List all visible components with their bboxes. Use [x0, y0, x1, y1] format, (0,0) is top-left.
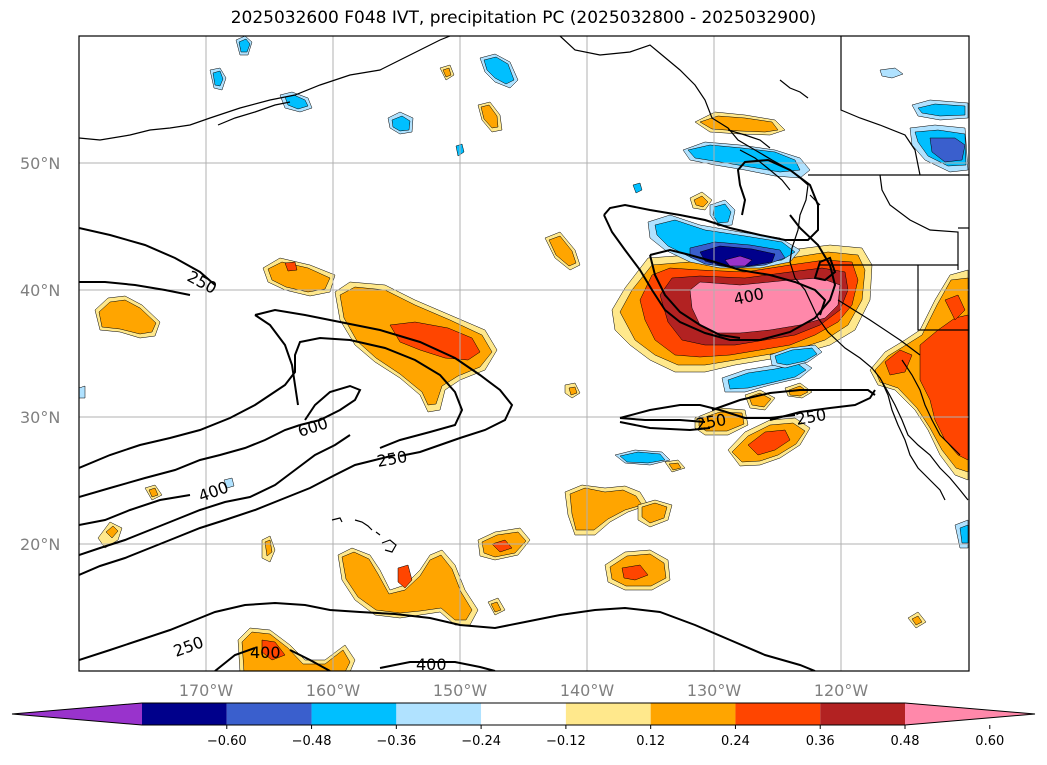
colorbar-segment	[735, 703, 821, 725]
map-content	[79, 36, 969, 671]
precip-blob-central-pacific	[334, 281, 498, 413]
colorbar-extend-high	[905, 703, 1035, 725]
colorbar-extend-low	[12, 703, 142, 725]
colorbar-tick-label: 0.36	[806, 734, 835, 749]
map-background	[79, 36, 969, 671]
lat-label: 30°N	[20, 408, 60, 427]
longitude-labels: 170°W 160°W 150°W 140°W 130°W 120°W	[179, 681, 869, 700]
colorbar-segment	[311, 703, 397, 725]
colorbar-tick-label: 0.60	[975, 734, 1004, 749]
contour-label: 400	[416, 655, 447, 674]
colorbar-segment	[650, 703, 736, 725]
colorbar-tick-label: −0.24	[461, 734, 501, 749]
colorbar-tick-label: −0.48	[292, 734, 332, 749]
lat-label: 40°N	[20, 281, 60, 300]
colorbar-tick-label: −0.60	[207, 734, 247, 749]
lat-label: 50°N	[20, 154, 60, 173]
colorbar-segment	[396, 703, 482, 725]
colorbar-segment	[226, 703, 312, 725]
colorbar-segment	[481, 703, 566, 725]
colorbar-tick-label: 0.48	[891, 734, 920, 749]
lon-label: 150°W	[433, 681, 488, 700]
colorbar-tick-label: −0.12	[546, 734, 586, 749]
lon-label: 170°W	[179, 681, 234, 700]
map-frame	[78, 35, 970, 672]
colorbar-tick-label: 0.24	[721, 734, 750, 749]
colorbar-tick-label: −0.36	[376, 734, 416, 749]
latitude-labels: 50°N 40°N 30°N 20°N	[20, 154, 60, 554]
colorbar-segment	[820, 703, 905, 725]
map-title: 2025032600 F048 IVT, precipitation PC (2…	[230, 8, 817, 28]
colorbar: −0.60 −0.48 −0.36 −0.24 −0.12 0.12 0.24 0.36 0.4…	[11, 702, 1036, 749]
graticule	[79, 36, 969, 671]
colorbar-outline	[11, 702, 1036, 726]
colorbar-segment	[142, 703, 227, 725]
ivt-contours	[79, 158, 876, 671]
lon-label: 140°W	[560, 681, 615, 700]
colorbar-segment	[565, 703, 651, 725]
lon-label: 160°W	[306, 681, 361, 700]
contour-label: 400	[250, 643, 281, 662]
lat-label: 20°N	[20, 535, 60, 554]
colorbar-tick-label: 0.12	[636, 734, 665, 749]
coastlines	[79, 36, 969, 553]
lon-label: 130°W	[687, 681, 742, 700]
lon-label: 120°W	[814, 681, 869, 700]
